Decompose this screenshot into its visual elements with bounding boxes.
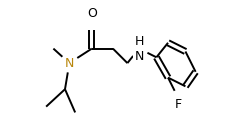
Text: H
N: H N [134,35,144,63]
Text: O: O [87,7,97,20]
Text: N: N [65,57,74,70]
Text: F: F [175,98,182,111]
